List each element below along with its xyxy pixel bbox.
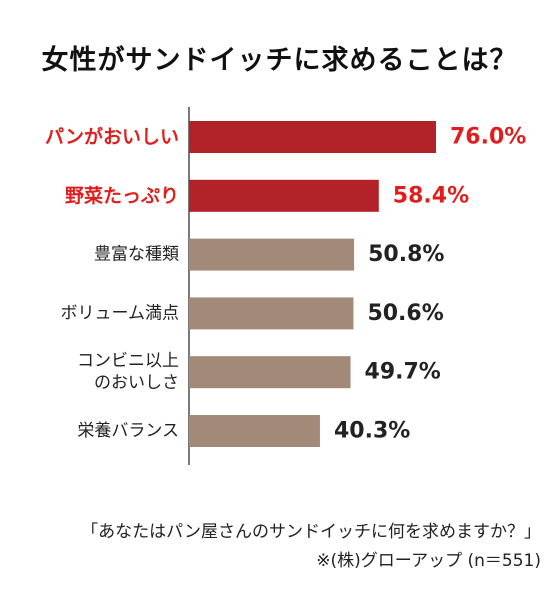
bar-3 xyxy=(189,297,354,330)
category-label-1: 野菜たっぷり xyxy=(65,184,179,207)
value-label-2: 50.8% xyxy=(368,242,444,267)
category-label-3: ボリューム満点 xyxy=(61,303,180,323)
bar-4 xyxy=(189,356,351,389)
survey-question: 「あなたはパン屋さんのサンドイッチに何を求めますか？」 xyxy=(81,522,541,542)
bar-5 xyxy=(189,415,320,447)
chart-title: 女性がサンドイッチに求めることは？ xyxy=(41,45,518,76)
category-label-4: コンビニ以上のおいしさ xyxy=(77,351,179,393)
value-label-3: 50.6% xyxy=(367,301,443,326)
bar-0 xyxy=(189,121,436,153)
bar-2 xyxy=(189,238,355,271)
category-label-2: 豊富な種類 xyxy=(94,245,179,265)
value-label-1: 58.4% xyxy=(393,183,469,208)
bars-group: パンがおいしい 76.0% 野菜たっぷり 58.4% 豊富な種類 50.8% ボリューム満点… xyxy=(45,107,526,465)
category-label-5: 栄養バランス xyxy=(77,421,179,441)
value-label-0: 76.0% xyxy=(450,125,526,150)
survey-source: ※(株)グローアップ (n＝551) xyxy=(316,551,541,571)
category-label-0: パンがおいしい xyxy=(45,125,179,148)
bar-1 xyxy=(189,179,379,212)
value-label-5: 40.3% xyxy=(334,419,410,444)
value-label-4: 49.7% xyxy=(365,360,441,385)
